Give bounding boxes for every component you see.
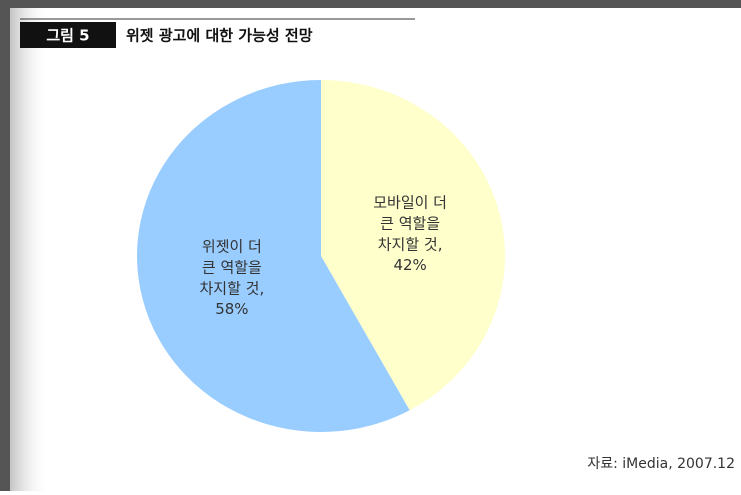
- pie-slice: [321, 80, 505, 411]
- slice-label-line: 모바일이 더: [373, 193, 447, 211]
- slice-label-line: 위젯이 더: [202, 237, 262, 255]
- pie-slice: [136, 80, 410, 432]
- frame-left: [0, 0, 10, 491]
- slice-label-line: 차지할 것,: [200, 279, 265, 297]
- source: 자료: iMedia, 2007.12: [587, 456, 735, 472]
- frame-top: [0, 0, 741, 8]
- value-label: 42%: [393, 256, 426, 274]
- figure-label: 그림 5: [46, 27, 89, 45]
- frame-shadow: [10, 8, 50, 491]
- chart-title: 위젯 광고에 대한 가능성 전망: [126, 27, 313, 45]
- figure-label-box: [20, 22, 116, 48]
- slice-label-line: 차지할 것,: [378, 235, 443, 253]
- slice-label-line: 큰 역할을: [202, 258, 262, 276]
- slice-label-line: 큰 역할을: [380, 214, 440, 232]
- value-label: 58%: [215, 300, 248, 318]
